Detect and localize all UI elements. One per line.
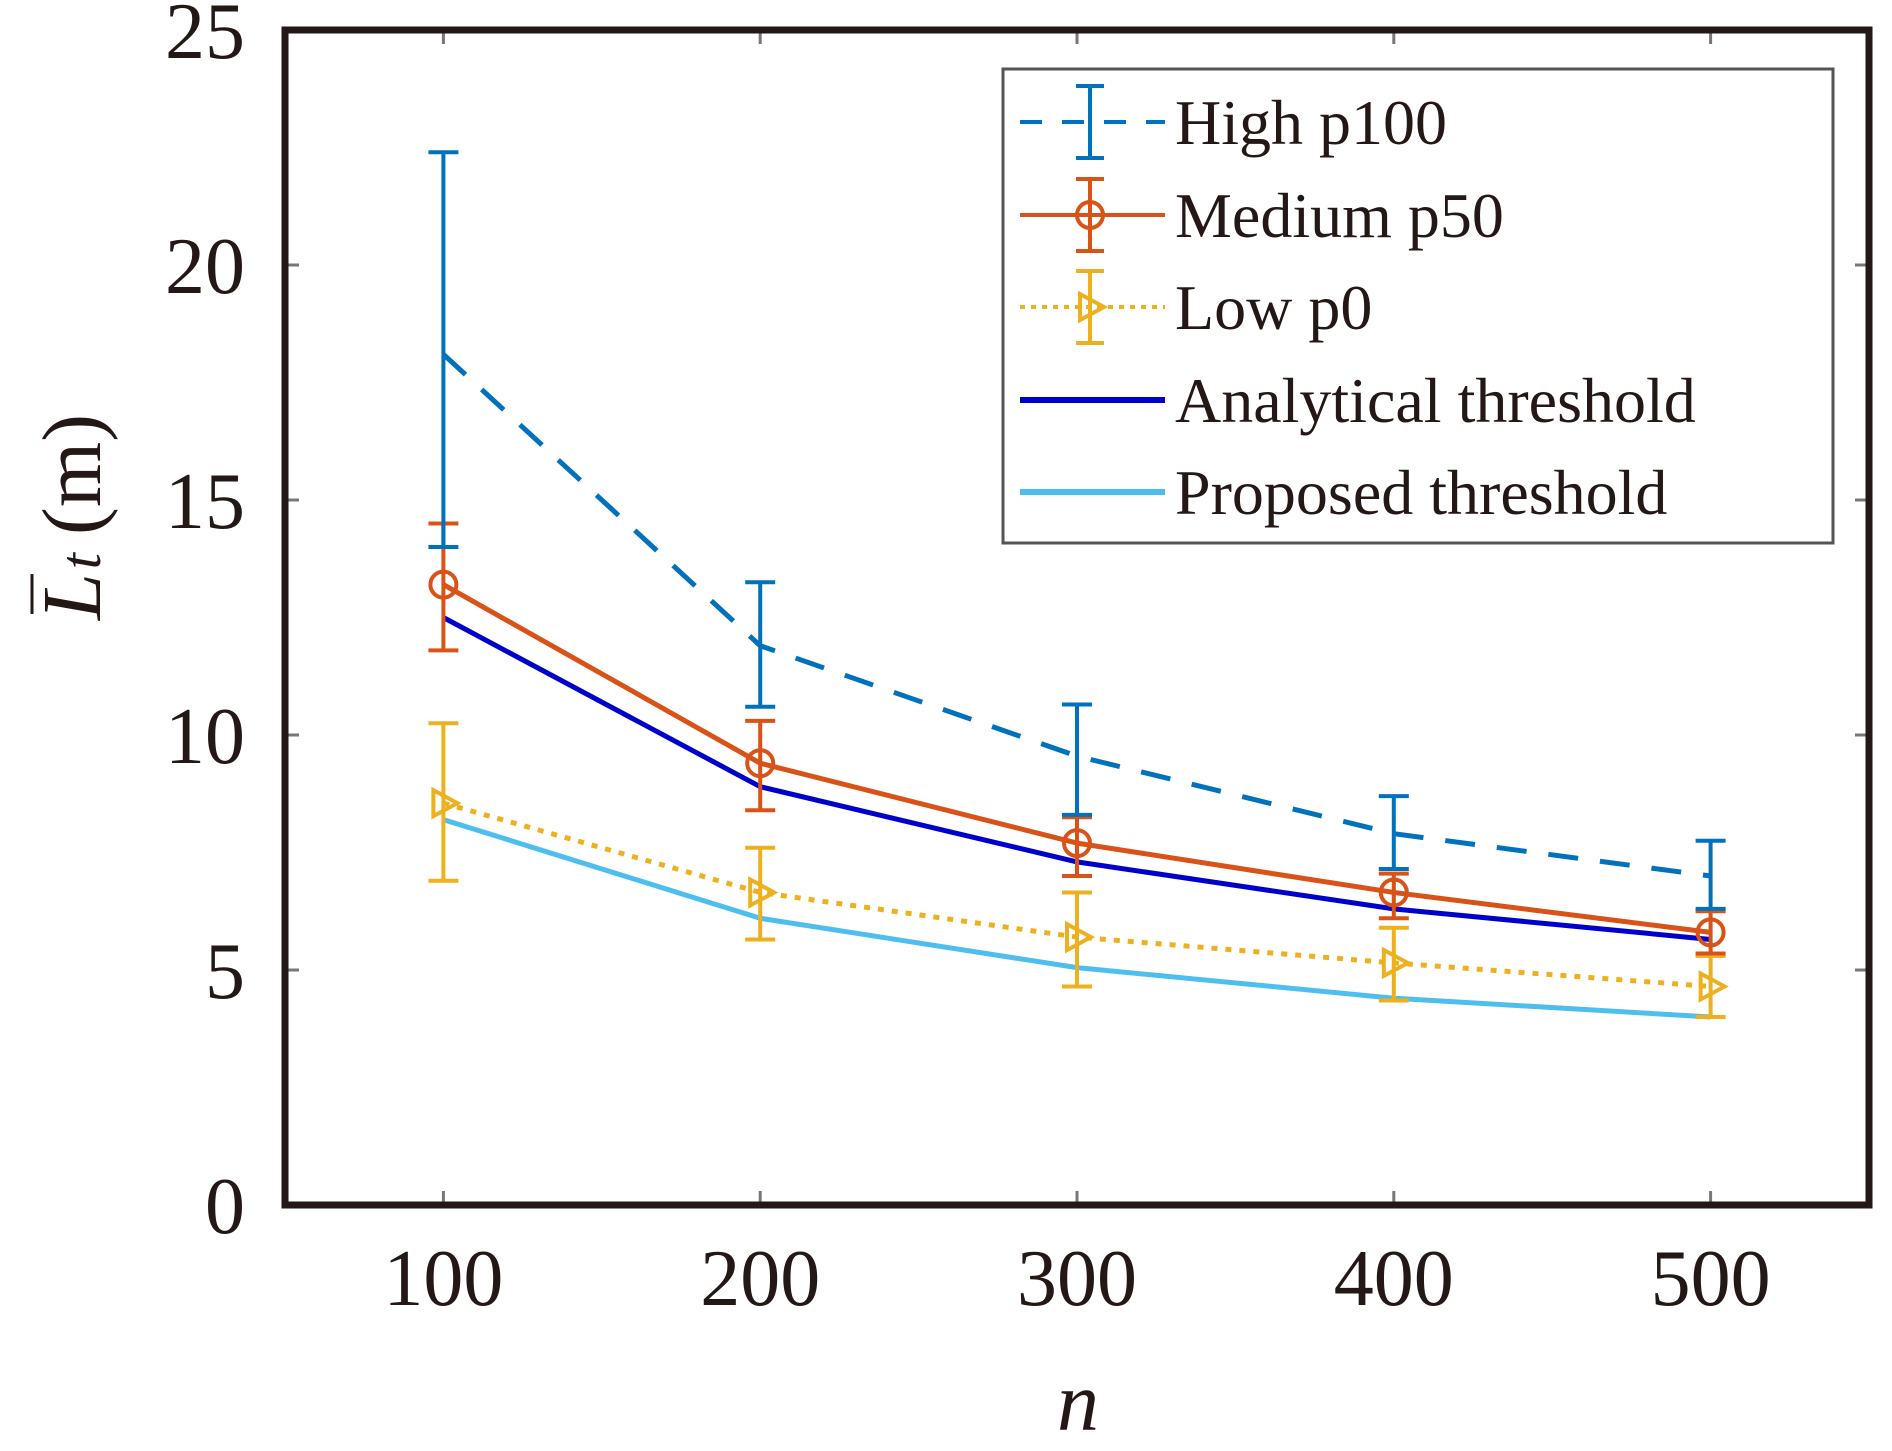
y-tick-label: 0	[205, 1163, 245, 1251]
y-tick-label: 15	[165, 458, 245, 546]
series-layer	[428, 150, 1729, 1020]
x-tick-label: 200	[700, 1235, 820, 1323]
x-tick-label: 300	[1017, 1235, 1137, 1323]
y-tick-label: 10	[165, 693, 245, 781]
legend-label: Analytical threshold	[1175, 365, 1696, 436]
marker-triangle	[1065, 920, 1096, 954]
series-medium-p50	[428, 521, 1726, 956]
legend-label: High p100	[1175, 87, 1447, 158]
series-line	[441, 352, 1711, 879]
plot-frame	[281, 26, 1873, 1209]
series-low-p0	[428, 721, 1729, 1019]
y-axis-label-symbol: L	[26, 573, 119, 621]
y-axis-label-unit: (m)	[26, 414, 119, 535]
svg-text:Lt(m): Lt (m)	[26, 414, 119, 621]
legend-item: Analytical threshold	[1020, 365, 1696, 436]
marker-triangle	[1698, 970, 1729, 1003]
y-tick-label: 5	[205, 928, 245, 1016]
marker-triangle	[1078, 290, 1109, 324]
x-tick-label: 100	[383, 1235, 503, 1323]
legend-item: High p100	[1020, 84, 1447, 160]
legend-label: Medium p50	[1175, 180, 1504, 251]
marker-circle	[1695, 917, 1726, 948]
marker-circle	[745, 748, 776, 779]
tick-labels: 100 200 300 400 500 0 5 10 15 20 25	[165, 0, 1771, 1323]
marker-circle	[1075, 200, 1105, 230]
y-tick-label: 20	[165, 223, 245, 311]
marker-triangle	[1381, 946, 1412, 980]
legend-item: Medium p50	[1020, 177, 1504, 253]
legend-item: Low p0	[1020, 269, 1372, 345]
x-tick-label: 400	[1334, 1235, 1454, 1323]
legend-label: Proposed threshold	[1175, 457, 1667, 528]
y-axis-label: Lt (m)	[26, 414, 119, 621]
legend: High p100 Medium p50 Low p0 Analytical thre…	[1001, 67, 1835, 545]
legend-item: Proposed threshold	[1020, 457, 1667, 528]
x-axis-label: n	[1057, 1356, 1099, 1449]
marker-triangle	[748, 876, 779, 909]
legend-label: Low p0	[1175, 272, 1372, 343]
marker-circle	[1062, 828, 1092, 859]
x-tick-label: 500	[1651, 1235, 1771, 1323]
marker-circle	[428, 569, 459, 600]
y-tick-label: 25	[165, 0, 245, 76]
y-axis-label-subscript: t	[48, 551, 113, 569]
marker-circle	[1378, 877, 1409, 908]
marker-triangle	[431, 786, 462, 820]
series-high-p100	[428, 150, 1726, 911]
